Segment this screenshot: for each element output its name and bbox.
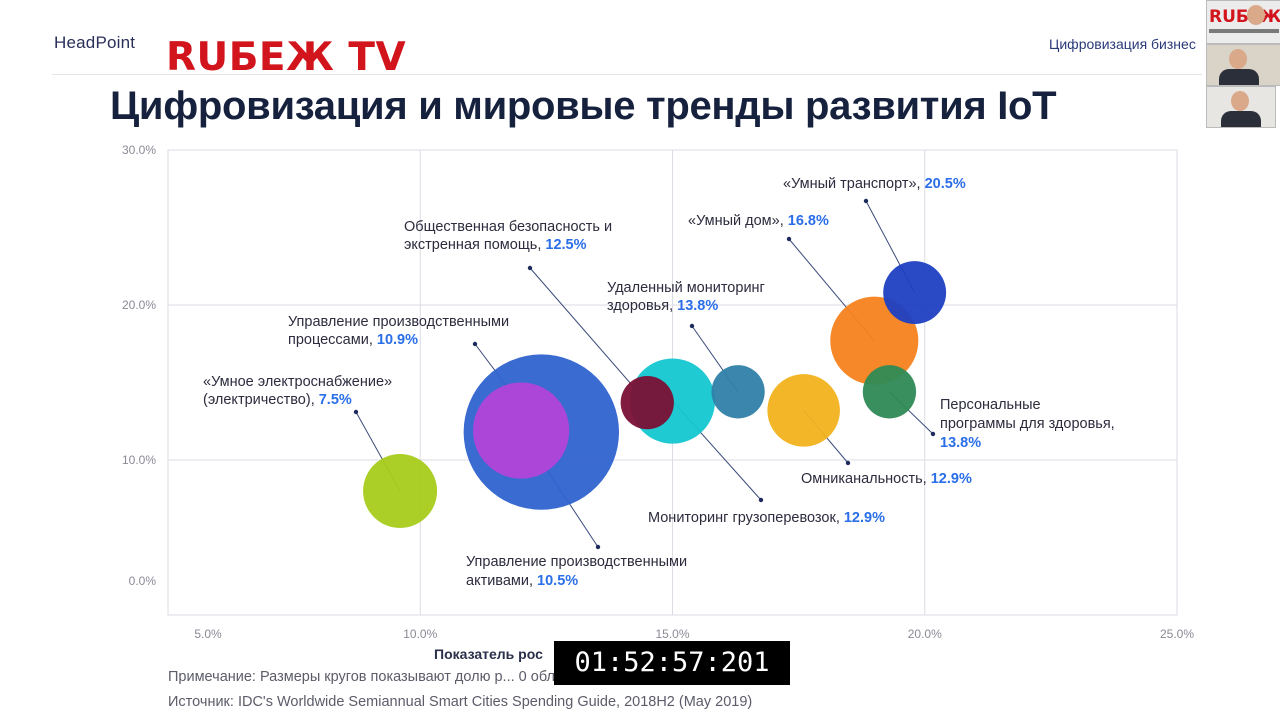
leader-dot xyxy=(758,497,764,503)
leader-dot xyxy=(786,236,792,242)
bubble-value-label: 13.8% xyxy=(673,298,718,314)
leader-dot xyxy=(863,198,869,204)
bubble-value-label: 16.8% xyxy=(784,213,829,229)
y-tick-label: 20.0% xyxy=(122,298,156,312)
overlay-logo-rest: БЕЖ TV xyxy=(228,35,407,80)
bubble xyxy=(711,365,765,419)
bubble-label: (электричество), 7.5% xyxy=(203,392,352,408)
bubble-label: Управление производственными xyxy=(288,314,509,330)
bubble-value-label: 12.9% xyxy=(927,471,972,487)
x-tick-label: 5.0% xyxy=(194,627,222,641)
participant-video-2[interactable] xyxy=(1206,44,1280,86)
leader-dot xyxy=(353,409,359,415)
chart-source: Источник: IDC's Worldwide Semiannual Sma… xyxy=(168,694,753,710)
leader-dot xyxy=(527,265,533,271)
participant-head xyxy=(1231,91,1249,111)
bubble-label: «Умный транспорт», 20.5% xyxy=(783,176,966,192)
participant-head xyxy=(1247,5,1265,25)
leader-dot xyxy=(689,323,695,329)
bubble-value-label: 10.9% xyxy=(373,332,418,348)
overlay-channel-logo: RUБЕЖ TV xyxy=(166,38,406,77)
bubble xyxy=(883,261,947,325)
leader-dot xyxy=(472,341,478,347)
x-tick-label: 15.0% xyxy=(655,627,689,641)
participant-body xyxy=(1219,69,1259,85)
bubble-value-label: 13.8% xyxy=(940,435,981,451)
x-tick-label: 25.0% xyxy=(1160,627,1194,641)
bubble-value-label: 20.5% xyxy=(921,176,966,192)
bubble-label: Удаленный мониторинг xyxy=(607,280,765,296)
slide-section-title: Цифровизация бизнес xyxy=(1049,36,1196,52)
y-tick-label: 0.0% xyxy=(129,574,157,588)
bubble-value-label: 7.5% xyxy=(315,392,352,408)
bubble xyxy=(767,374,840,447)
bubble-label: «Умный дом», 16.8% xyxy=(688,213,829,229)
participant-video-caption xyxy=(1209,29,1279,33)
leader-line xyxy=(529,267,648,403)
overlay-logo-ru: RU xyxy=(166,35,229,80)
bubble-label: здоровья, 13.8% xyxy=(607,298,718,314)
x-axis-label: Показатель рос xyxy=(434,646,543,662)
bubble xyxy=(620,376,674,430)
bubble xyxy=(363,454,438,528)
bubble xyxy=(473,382,570,479)
bubble-label: Персональные xyxy=(940,397,1041,413)
bubble-label: Общественная безопасность и xyxy=(404,219,612,235)
brand-logo: HeadPoint xyxy=(54,33,136,52)
y-tick-label: 30.0% xyxy=(122,143,156,157)
header-divider xyxy=(52,74,1202,75)
x-tick-label: 10.0% xyxy=(403,627,437,641)
leader-dot xyxy=(595,544,601,550)
bubble-label: активами, 10.5% xyxy=(466,573,578,589)
participant-video-3[interactable] xyxy=(1206,86,1276,128)
page-title: Цифровизация и мировые тренды развития I… xyxy=(110,84,1057,128)
y-tick-label: 10.0% xyxy=(122,453,156,467)
bubble-label: «Умное электроснабжение» xyxy=(203,374,392,390)
bubble-value-label: 10.5% xyxy=(533,573,578,589)
bubble-label: процессами, 10.9% xyxy=(288,332,418,348)
participant-head xyxy=(1229,49,1247,69)
bubble-value-label: 12.9% xyxy=(840,510,885,526)
bubble-label: Мониторинг грузоперевозок, 12.9% xyxy=(648,510,885,526)
video-timestamp: 01:52:57:201 xyxy=(554,641,790,685)
bubble xyxy=(862,365,917,419)
participant-body xyxy=(1221,111,1261,127)
participant-video-logo: RUБЕЖ xyxy=(1209,7,1280,27)
leader-dot xyxy=(845,460,851,466)
participant-video-1[interactable]: RUБЕЖ xyxy=(1206,0,1280,44)
leader-dot xyxy=(930,431,936,437)
bubble-label: 13.8% xyxy=(940,435,981,451)
bubble-label: Управление производственными xyxy=(466,554,687,570)
bubble-label: экстренная помощь, 12.5% xyxy=(404,237,587,253)
bubble-label: программы для здоровья, xyxy=(940,416,1115,432)
bubble xyxy=(830,296,919,385)
bubble-label: Омниканальность, 12.9% xyxy=(801,471,972,487)
x-tick-label: 20.0% xyxy=(908,627,942,641)
bubble-value-label: 12.5% xyxy=(541,237,586,253)
